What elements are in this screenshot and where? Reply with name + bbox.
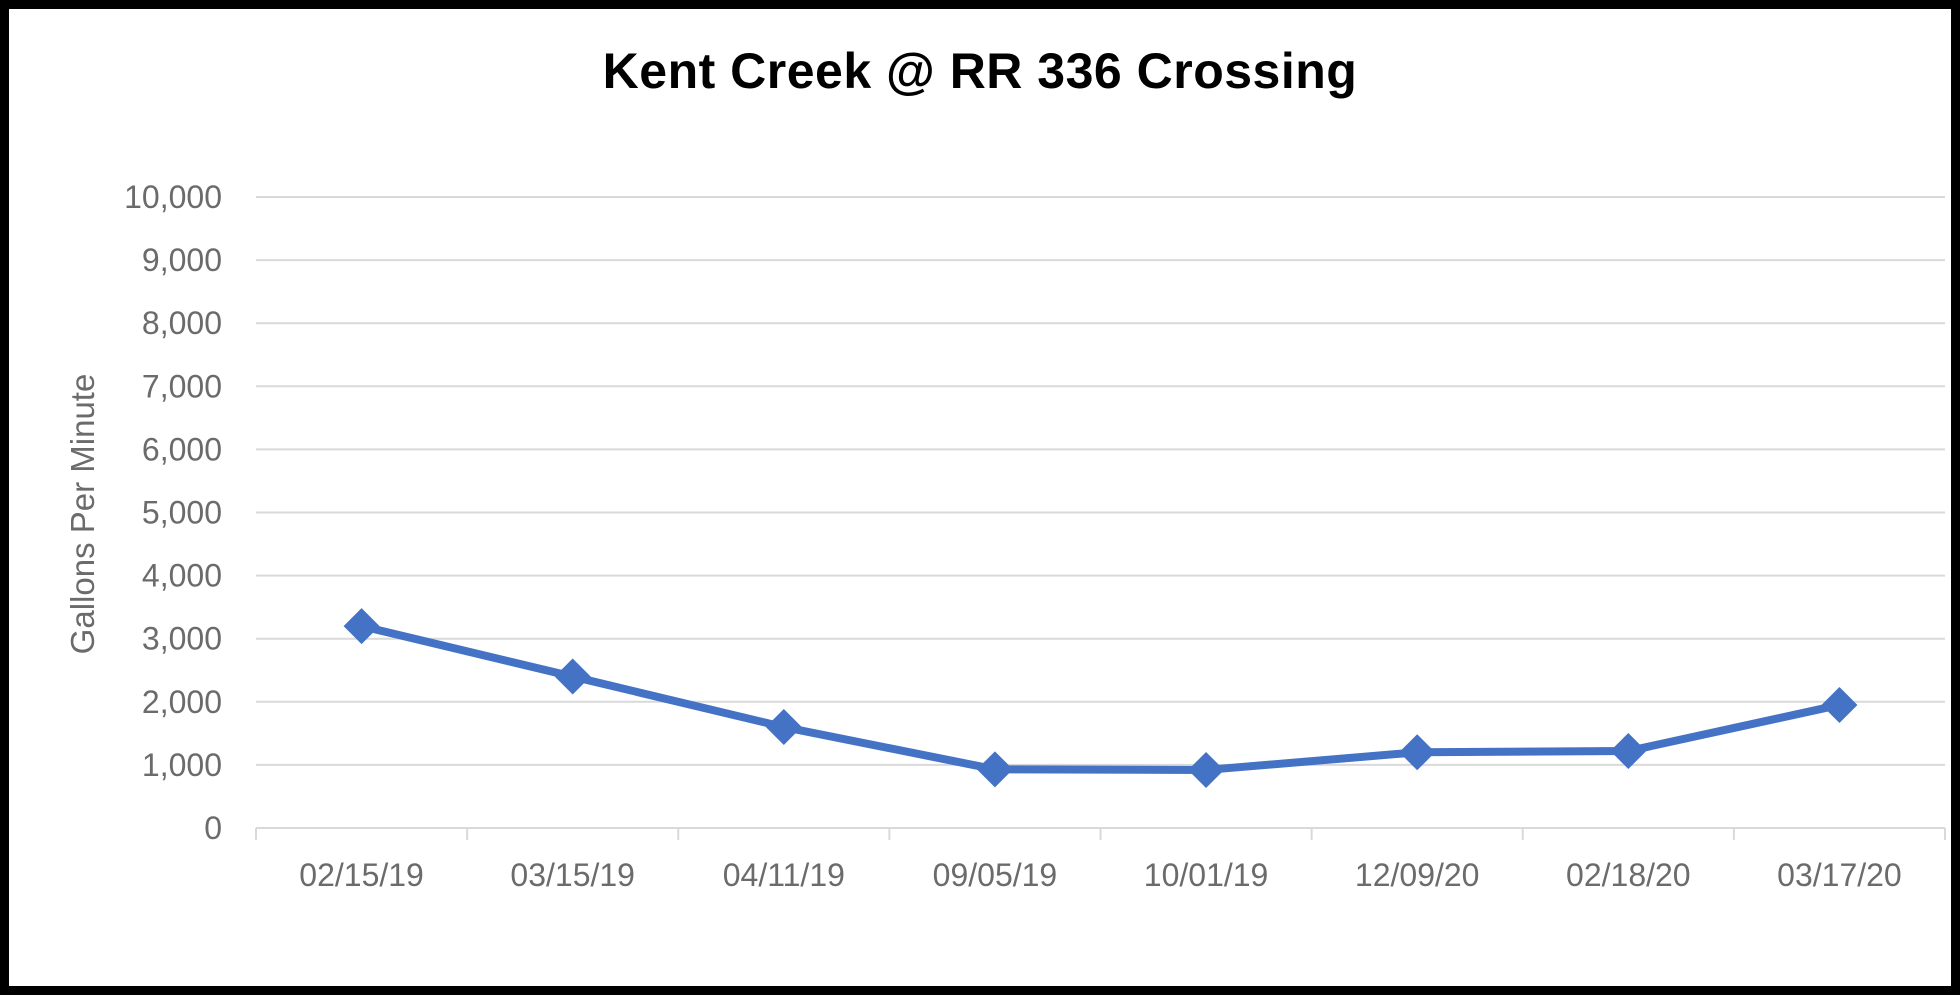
- series-line-path: [357, 622, 1844, 774]
- data-point-marker: [765, 709, 802, 746]
- y-tick-label: 2,000: [142, 684, 222, 720]
- x-tick-label: 10/01/19: [1144, 857, 1269, 893]
- x-tick-label: 12/09/20: [1355, 857, 1480, 893]
- x-tick-label: 04/11/19: [723, 857, 845, 893]
- x-tick-label: 03/17/20: [1777, 857, 1902, 893]
- y-tick-label: 1,000: [142, 747, 222, 783]
- x-axis: [255, 827, 1946, 840]
- data-point-marker: [1399, 734, 1436, 771]
- data-point-marker: [554, 658, 591, 695]
- x-tick-label: 03/15/19: [510, 857, 635, 893]
- y-axis-label: Gallons Per Minute: [64, 374, 101, 655]
- chart-title: Kent Creek @ RR 336 Crossing: [602, 43, 1358, 99]
- y-tick-label: 10,000: [124, 179, 222, 215]
- y-tick-label: 4,000: [142, 558, 222, 594]
- gridlines: [256, 196, 1945, 766]
- x-tick-labels: 02/15/19 03/15/19 04/11/19 09/05/19 10/01/19…: [299, 857, 1901, 893]
- x-tick-label: 09/05/19: [933, 857, 1058, 893]
- data-markers: [343, 608, 1858, 788]
- x-tick-label: 02/15/19: [299, 857, 424, 893]
- y-tick-labels: 0 1,000 2,000 3,000 4,000 5,000 6,000 7,000 8,00…: [124, 179, 222, 846]
- data-point-marker: [1610, 733, 1647, 770]
- y-tick-label: 8,000: [142, 305, 222, 341]
- data-point-marker: [343, 608, 380, 645]
- data-point-marker: [976, 751, 1013, 788]
- x-tick-label: 02/18/20: [1566, 857, 1691, 893]
- y-tick-label: 3,000: [142, 621, 222, 657]
- data-point-marker: [1821, 686, 1858, 723]
- y-tick-label: 5,000: [142, 495, 222, 531]
- y-tick-label: 6,000: [142, 431, 222, 467]
- y-tick-label: 9,000: [142, 242, 222, 278]
- y-tick-label: 0: [204, 810, 222, 846]
- series-line: [357, 622, 1844, 774]
- data-point-marker: [1188, 751, 1225, 788]
- y-tick-label: 7,000: [142, 368, 222, 404]
